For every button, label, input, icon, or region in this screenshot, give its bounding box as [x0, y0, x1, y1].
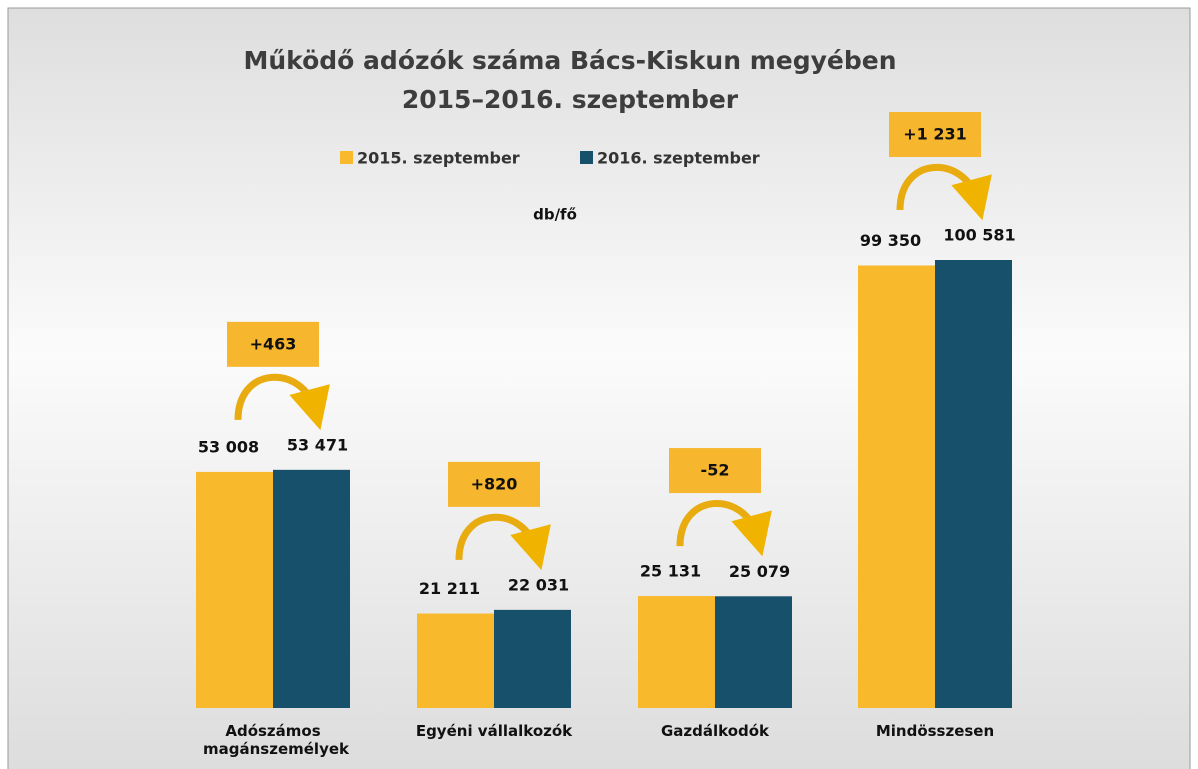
- arrow: [676, 500, 772, 557]
- bar: [858, 265, 935, 708]
- data-label: 25 079: [729, 562, 790, 581]
- bar: [417, 613, 494, 708]
- bar: [273, 469, 350, 708]
- arrow: [455, 513, 551, 571]
- chart-subtitle: 2015–2016. szeptember: [402, 85, 739, 114]
- annotation: +463: [250, 334, 297, 353]
- data-label: 99 350: [860, 231, 921, 250]
- annotation: +1 231: [903, 125, 967, 144]
- chart-title: Működő adózók száma Bács-Kiskun megyében: [243, 46, 896, 75]
- data-label: 22 031: [508, 575, 569, 594]
- annotation-box: [448, 461, 540, 507]
- legend-label: 2015. szeptember: [357, 149, 520, 168]
- bar: [715, 596, 792, 708]
- arrow: [896, 163, 992, 221]
- data-label: 53 008: [198, 437, 259, 456]
- x-tick-label: Mindösszesen: [875, 722, 995, 740]
- x-tick-label: Adószámos magánszemélyek: [203, 722, 349, 758]
- data-label: 21 211: [419, 579, 480, 598]
- bar: [196, 471, 273, 708]
- annotation: +820: [471, 474, 518, 493]
- data-label: 25 131: [640, 562, 701, 581]
- background: [7, 7, 1191, 769]
- annotation-box: [227, 321, 319, 367]
- annotation: -52: [701, 461, 730, 480]
- data-label: 53 471: [287, 435, 348, 454]
- bar: [494, 609, 571, 708]
- x-tick-label: Gazdálkodók: [660, 722, 770, 740]
- legend-swatch: [580, 151, 593, 164]
- legend-label: 2016. szeptember: [597, 149, 760, 168]
- arrow: [234, 373, 330, 431]
- bar: [935, 260, 1012, 708]
- annotation-box: [669, 448, 761, 494]
- x-tick-label: Egyéni vállalkozók: [415, 722, 573, 740]
- legend-swatch: [340, 151, 353, 164]
- bar: [638, 596, 715, 708]
- annotation-box: [889, 112, 981, 157]
- unit-label: db/fő: [533, 206, 577, 224]
- data-label: 100 581: [943, 226, 1015, 245]
